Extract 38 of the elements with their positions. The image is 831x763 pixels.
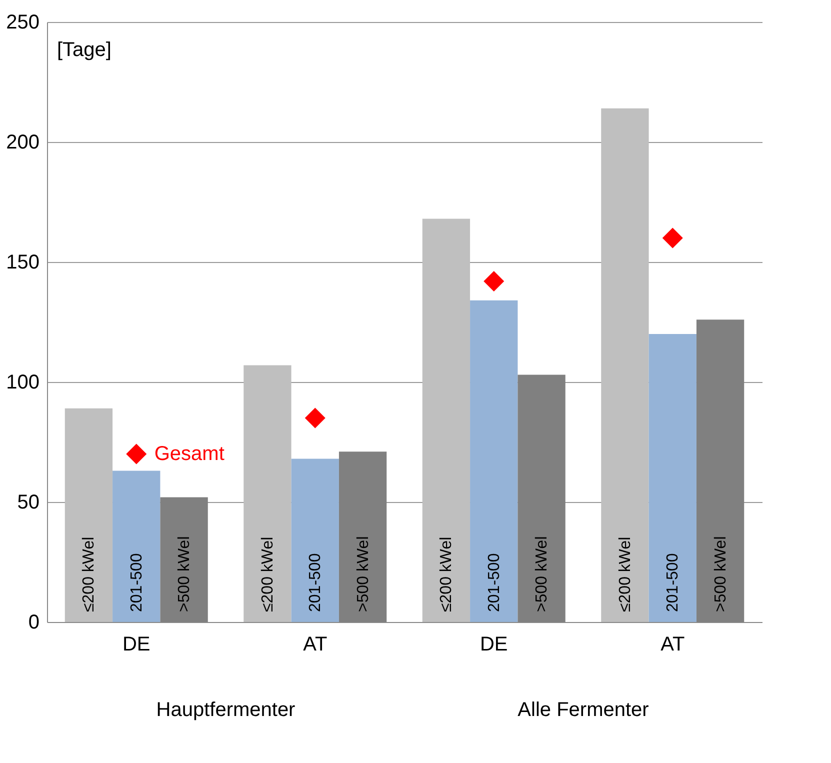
text: Alle Fermenter (518, 699, 650, 721)
y-tick-label: 50 (17, 492, 40, 514)
text: >500 kWel (712, 536, 730, 612)
series-label: >500 kWel (176, 536, 194, 612)
text: 201-500 (486, 553, 503, 612)
x-tick-label: AT (660, 634, 685, 656)
bar (470, 300, 518, 622)
text: 201-500 (307, 553, 324, 612)
series-label: ≤200 kWel (80, 536, 98, 612)
bar (291, 458, 339, 622)
bar (244, 365, 292, 622)
y-tick-label: 200 (6, 132, 40, 154)
bar (112, 470, 160, 622)
text: Hauptfermenter (156, 699, 296, 721)
x-tick-label: DE (122, 634, 150, 656)
bar (648, 334, 696, 622)
text: >500 kWel (354, 536, 372, 612)
y-tick-label: 0 (28, 612, 40, 634)
text: ≤200 kWel (438, 536, 456, 612)
point (304, 408, 326, 428)
bar (601, 108, 649, 622)
text: >500 kWel (534, 536, 551, 612)
series-label: Gesamt (154, 443, 225, 465)
text: ≤200 kWel (616, 536, 634, 612)
y-tick-label: 250 (6, 12, 40, 34)
y-axis-title: [Tage] (57, 39, 112, 61)
series-label: 201-500 (128, 553, 146, 612)
point (484, 270, 504, 292)
x-tick-label: AT (303, 634, 328, 656)
bar (64, 408, 113, 622)
text: ≤200 kWel (259, 536, 276, 612)
y-tick-label: 100 (6, 372, 40, 394)
x-tick-label: DE (480, 634, 508, 656)
point (662, 228, 683, 248)
y-tick-label: 150 (6, 252, 40, 274)
bar (422, 218, 470, 622)
text: 201-500 (664, 553, 682, 612)
point (126, 444, 147, 464)
